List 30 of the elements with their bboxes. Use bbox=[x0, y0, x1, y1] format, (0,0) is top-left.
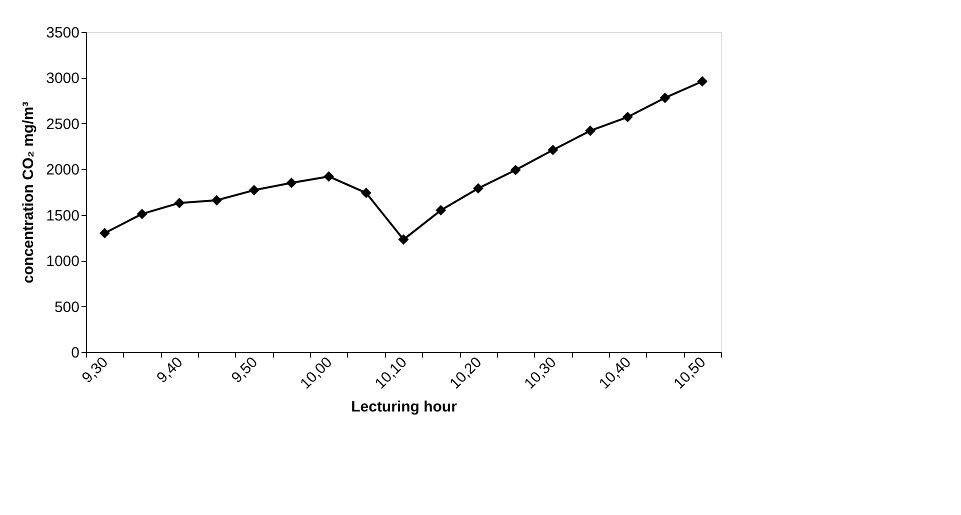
point bbox=[548, 144, 558, 156]
point bbox=[286, 178, 297, 188]
point bbox=[585, 126, 596, 136]
y-axis-title: concentration CO₂ mg/m³ bbox=[20, 102, 38, 284]
point bbox=[510, 164, 521, 176]
point bbox=[174, 198, 185, 208]
point bbox=[211, 194, 222, 206]
point bbox=[248, 184, 260, 196]
x-tick-label: 9,30 bbox=[78, 354, 112, 387]
point bbox=[99, 228, 110, 238]
y-tick-label: 3000 bbox=[46, 70, 80, 88]
y-tick-label: 2000 bbox=[46, 162, 80, 179]
y-tick-label: 3500 bbox=[46, 24, 80, 42]
x-tick-label: 9,40 bbox=[154, 354, 186, 387]
point bbox=[398, 234, 409, 245]
x-axis-title: Lecturing hour bbox=[351, 398, 458, 416]
y-tick-label: 0 bbox=[71, 344, 80, 362]
point bbox=[136, 208, 148, 220]
point bbox=[622, 112, 633, 122]
point bbox=[436, 205, 446, 216]
y-tick-label: 2500 bbox=[46, 116, 80, 133]
y-tick-label: 1500 bbox=[46, 207, 80, 224]
x-tick-label: 9,50 bbox=[228, 354, 261, 387]
y-tick-label: 500 bbox=[54, 298, 80, 316]
point bbox=[472, 183, 484, 194]
point bbox=[360, 188, 372, 198]
point bbox=[324, 171, 334, 182]
point bbox=[697, 76, 708, 87]
point bbox=[660, 92, 670, 104]
y-tick-label: 1000 bbox=[46, 253, 80, 270]
